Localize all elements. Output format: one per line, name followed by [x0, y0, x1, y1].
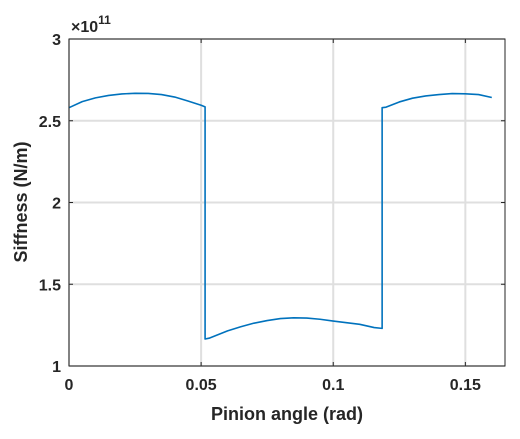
tick-marks — [68, 38, 505, 367]
y-tick-label: 2.5 — [39, 114, 61, 131]
x-tick-label: 0.1 — [322, 377, 344, 394]
series-group — [68, 92, 492, 340]
x-tick-labels: 0 0.05 0.1 0.15 — [65, 377, 481, 394]
x-axis-label: Pinion angle (rad) — [211, 404, 363, 424]
y-exponent-label: ×1011 — [71, 13, 111, 36]
y-tick-labels: 1 1.5 2 2.5 3 — [39, 32, 61, 376]
y-exponent: 11 — [98, 13, 111, 27]
y-tick-label: 2 — [52, 196, 61, 213]
y-multiplier: ×10 — [71, 19, 98, 36]
x-tick-label: 0.15 — [450, 377, 481, 394]
x-tick-label: 0 — [65, 377, 74, 394]
stiffness-series-line — [68, 92, 492, 340]
y-tick-label: 1 — [52, 359, 61, 376]
y-tick-label: 1.5 — [39, 277, 61, 294]
y-axis-label: Siffness (N/m) — [11, 141, 31, 262]
x-tick-label: 0.05 — [186, 377, 217, 394]
y-tick-label: 3 — [52, 32, 61, 49]
